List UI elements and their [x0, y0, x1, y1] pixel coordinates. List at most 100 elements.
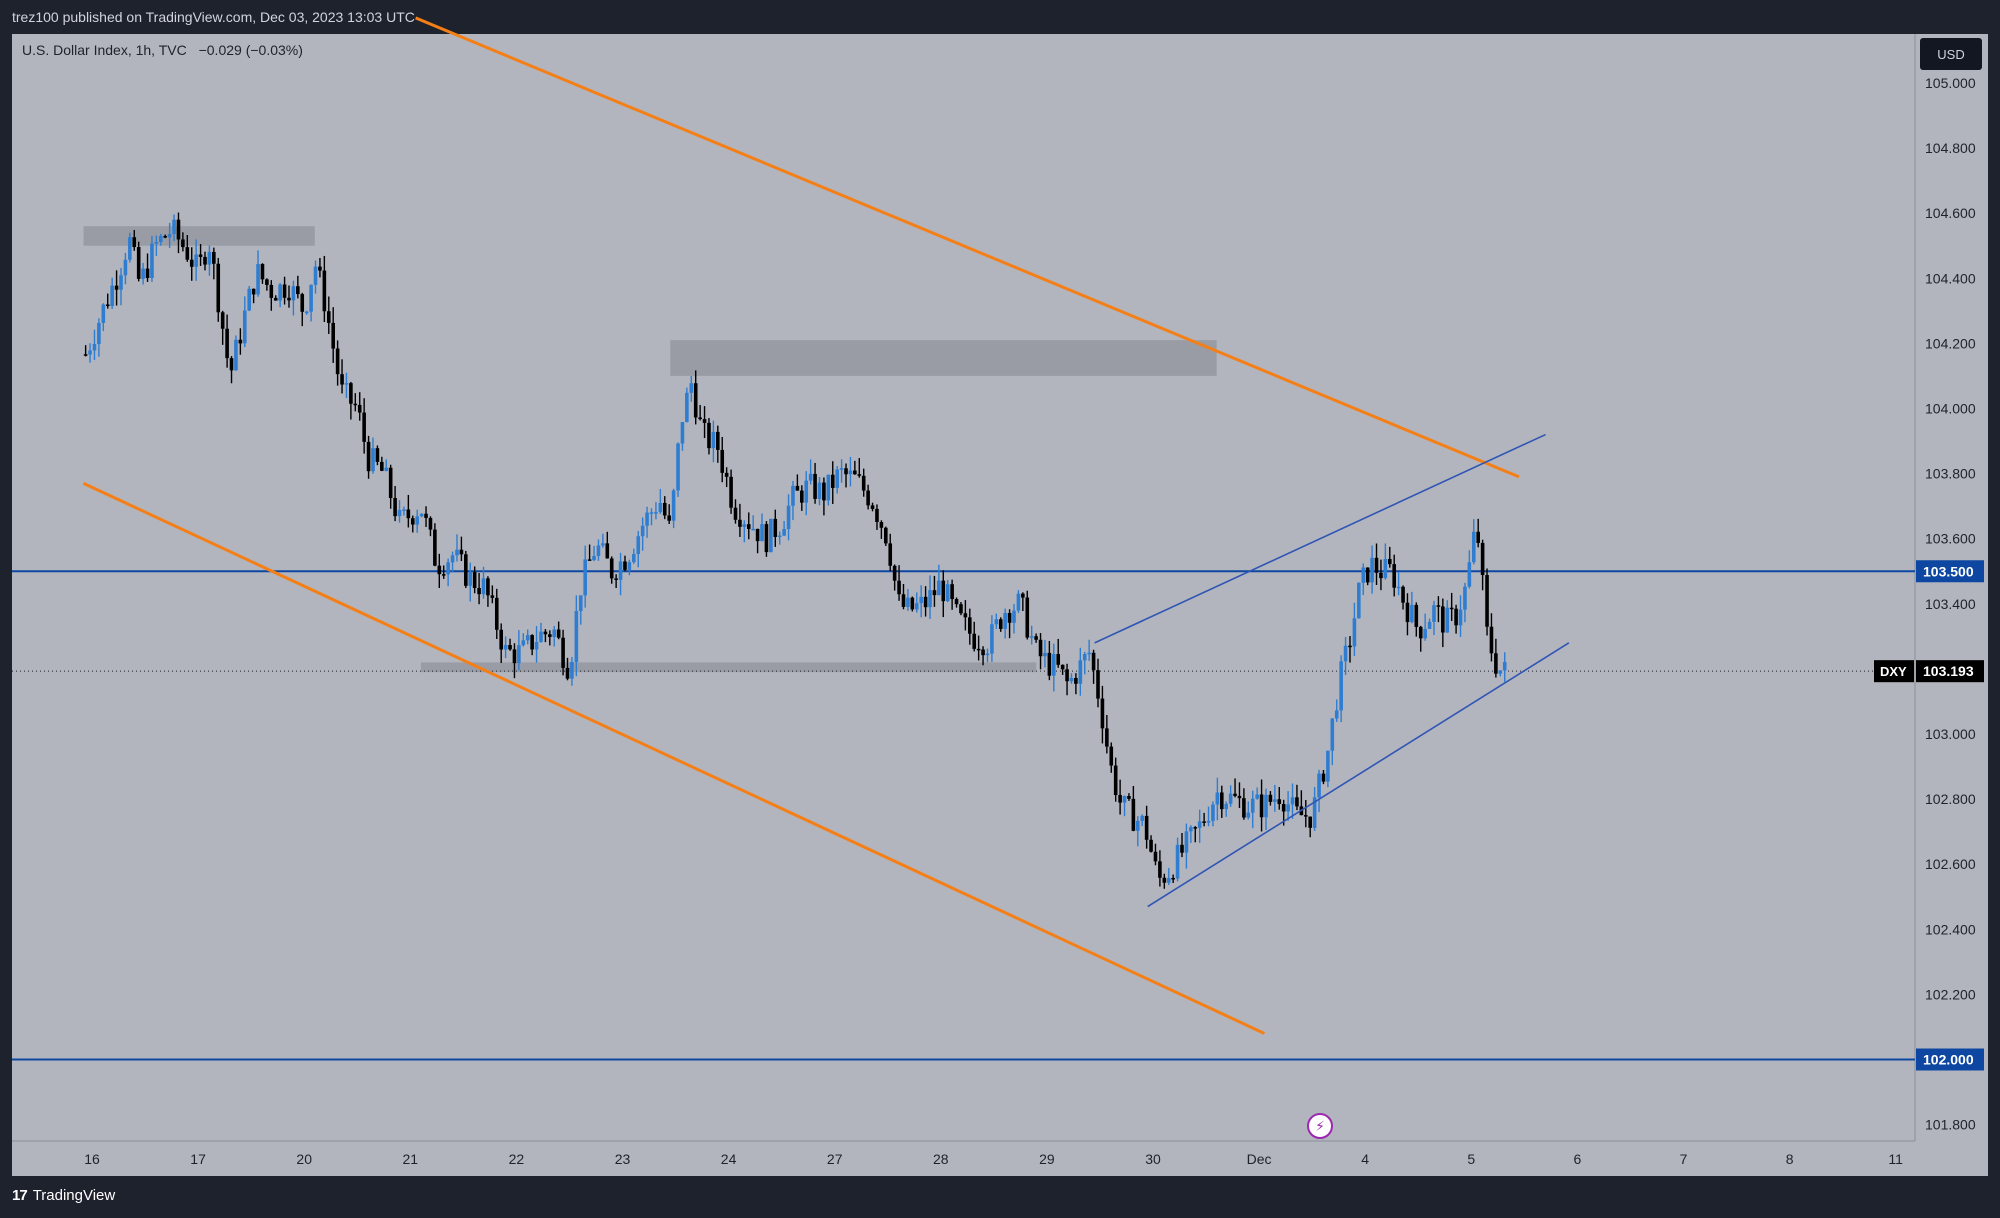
candle-body [212, 251, 216, 264]
trendline-channel-lower [82, 482, 1266, 1035]
candle-body [578, 595, 583, 612]
candle-body [455, 549, 459, 556]
candle-body [870, 505, 875, 509]
candle-body [1480, 542, 1485, 576]
candle-body [508, 644, 512, 650]
candle-body [503, 644, 508, 650]
candle-body [521, 640, 526, 646]
candle-body [1255, 794, 1259, 799]
candlesticks [83, 212, 1507, 889]
price-chart[interactable]: 105.000 104.800 104.600 104.400 104.200 104.0… [0, 0, 2000, 1176]
candle-body [1193, 827, 1198, 829]
price-label-text: 103.500 [1923, 563, 1974, 579]
tradingview-logo[interactable]: 17 TradingView [12, 1187, 115, 1204]
time-tick-label: Dec [1247, 1151, 1272, 1167]
candle-body [1038, 639, 1043, 657]
time-tick-label: 17 [190, 1151, 206, 1167]
candle-body [282, 284, 287, 298]
candle-body [366, 441, 371, 472]
candle-body [198, 254, 203, 257]
candle-body [1326, 750, 1330, 782]
candle-body [251, 288, 256, 295]
candle-body [349, 383, 353, 404]
candle-body [1113, 765, 1118, 796]
candle-body [632, 554, 636, 563]
candle-body [1224, 803, 1229, 810]
candle-body [1153, 851, 1158, 862]
candle-body [1392, 564, 1397, 588]
candle-body [291, 286, 296, 301]
candle-body [150, 243, 154, 279]
candle-body [1047, 652, 1052, 676]
candle-body [419, 513, 424, 517]
price-tick-label: 104.400 [1925, 270, 1976, 286]
candle-body [1215, 792, 1220, 805]
candle-body [1162, 877, 1167, 883]
candle-body [636, 536, 641, 555]
candle-body [1498, 670, 1503, 674]
candle-body [707, 422, 711, 449]
currency-button[interactable]: USD [1920, 38, 1982, 70]
candle-body [1295, 797, 1299, 807]
candle-body [1343, 645, 1348, 662]
candle-body [512, 649, 517, 664]
candle-body [1502, 661, 1507, 671]
candle-body [1445, 607, 1450, 633]
candle-body [238, 339, 243, 344]
trendline-channel-upper [415, 16, 1520, 479]
candle-body [720, 449, 725, 473]
time-tick-label: 28 [933, 1151, 949, 1167]
time-tick-label: 6 [1574, 1151, 1582, 1167]
candle-body [154, 242, 159, 244]
candle-body [857, 474, 862, 476]
candle-body [1034, 636, 1038, 640]
candle-body [800, 490, 804, 503]
symbol-legend[interactable]: U.S. Dollar Index, 1h, TVC −0.029 (−0.03… [22, 42, 303, 58]
candle-body [397, 509, 402, 517]
candle-body [490, 595, 495, 598]
lightning-icon[interactable]: ⚡ [1307, 1113, 1333, 1139]
candle-body [313, 266, 318, 285]
candle-body [92, 343, 97, 351]
candle-body [247, 288, 252, 311]
price-tick-label: 103.600 [1925, 531, 1976, 547]
time-tick-label: 4 [1361, 1151, 1369, 1167]
candle-body [114, 285, 119, 290]
trendline-wedge-lower [1147, 642, 1570, 908]
candle-body [1370, 557, 1374, 583]
zone-rect [83, 226, 315, 246]
price-tick-label: 104.000 [1925, 401, 1976, 417]
candle-body [1374, 557, 1379, 573]
candle-body [181, 239, 185, 248]
bottom-bar: 17 TradingView [0, 1176, 2000, 1218]
candle-body [472, 572, 477, 589]
candle-body [689, 383, 694, 393]
candle-body [1105, 728, 1109, 747]
candle-body [994, 619, 999, 625]
candle-body [481, 578, 486, 595]
price-change: −0.029 (−0.03%) [198, 42, 303, 58]
price-axis[interactable] [1915, 34, 1988, 1141]
candle-body [234, 339, 238, 371]
time-axis-ticks: 16 17 20 21 22 23 24 27 28 29 30 Dec 4 5 6 7 8 11 [84, 1151, 1903, 1167]
candle-body [724, 472, 729, 477]
candle-body [543, 631, 548, 635]
candle-body [1180, 844, 1184, 853]
candle-body [901, 594, 906, 607]
candle-body [1334, 710, 1339, 719]
time-axis[interactable] [12, 1141, 1988, 1176]
candle-body [340, 374, 344, 385]
candle-body [110, 285, 114, 307]
candle-body [1436, 605, 1441, 607]
candle-body [618, 561, 623, 580]
candle-body [1246, 812, 1251, 818]
candle-body [380, 461, 384, 471]
candle-body [335, 348, 340, 375]
candle-body [287, 297, 291, 301]
candle-body [1387, 558, 1392, 565]
price-tick-label: 103.400 [1925, 596, 1976, 612]
candle-body [1432, 605, 1436, 622]
symbol-tag-text: DXY [1880, 664, 1907, 679]
plot-area[interactable] [12, 34, 1915, 1141]
price-tick-label: 102.600 [1925, 856, 1976, 872]
